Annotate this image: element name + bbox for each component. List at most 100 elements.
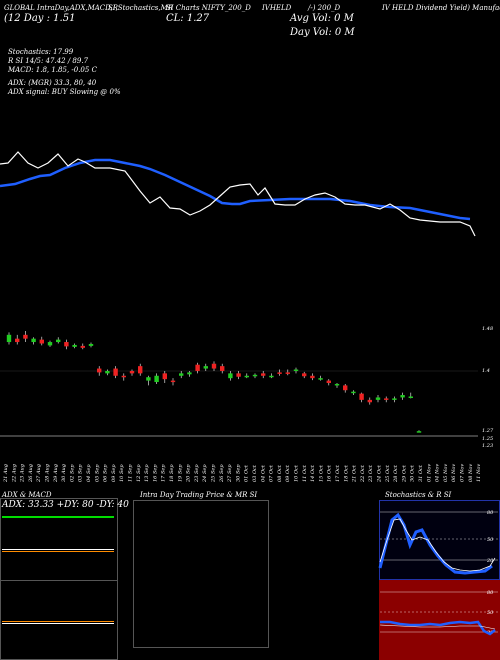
- adx-white-line: [2, 549, 114, 550]
- date-tick: 28 Aug: [45, 464, 51, 483]
- candle-body: [277, 372, 282, 374]
- mrsi-panel-title: Intra Day Trading Price & MR SI: [140, 491, 258, 499]
- candle-body: [367, 399, 372, 403]
- stoch-panel-title: Stochastics & R SI: [385, 491, 452, 499]
- date-tick: 29 Oct: [401, 464, 407, 483]
- candle-body: [252, 374, 258, 377]
- candle-body: [261, 373, 266, 376]
- adx-orange-line: [2, 551, 114, 552]
- candle-body: [170, 380, 176, 383]
- macd-readout: MACD: 1.8, 1.85, -0.05 C: [8, 66, 97, 74]
- date-tick: 29 Aug: [53, 464, 59, 483]
- header-title-1: GLOBAL IntraDay,ADX,MACD,R: [4, 4, 119, 12]
- y-tick-1: 1.48: [482, 326, 493, 332]
- date-tick: 02 Sep: [69, 464, 75, 482]
- date-tick: 30 Aug: [61, 464, 67, 482]
- candle-body: [236, 373, 241, 377]
- stoch-tick-80: 80: [487, 510, 494, 516]
- candle-body: [343, 385, 348, 391]
- candle-body: [154, 375, 159, 383]
- date-tick: 01 Nov: [426, 464, 432, 482]
- date-tick: 25 Oct: [385, 464, 391, 483]
- rsi-readout: R SI 14/5: 47.42 / 89.7: [8, 57, 89, 65]
- candle-body: [187, 372, 192, 375]
- candle-body: [6, 334, 12, 343]
- date-tick: 26 Aug: [28, 464, 34, 483]
- candle-body: [384, 398, 389, 400]
- candle-body: [359, 393, 364, 400]
- candle-body: [408, 396, 413, 398]
- candle-body: [80, 345, 85, 348]
- candle-body: [64, 342, 69, 347]
- candle-body: [56, 339, 61, 343]
- date-tick: 21 Oct: [352, 464, 358, 483]
- mrsi-panel: [133, 500, 269, 648]
- stoch-tick-20: 20: [486, 558, 494, 564]
- date-tick: 07 Nov: [460, 464, 466, 482]
- date-tick: 09 Oct: [285, 464, 291, 482]
- date-tick: 14 Oct: [310, 464, 316, 482]
- date-tick: 06 Nov: [451, 464, 457, 482]
- date-tick: 03 Oct: [252, 464, 258, 482]
- macd-white-line: [2, 623, 114, 624]
- candle-body: [88, 343, 94, 346]
- y-tick-4: 1.25: [482, 436, 493, 442]
- candle-body: [39, 339, 44, 344]
- candle-body: [375, 397, 381, 400]
- rsi-tick-50: 50: [487, 610, 494, 616]
- date-tick: 03 Sep: [78, 464, 84, 482]
- adx-readout: ADX: (MGR) 33.3, 80, 40: [8, 79, 97, 87]
- date-tick: 13 Sep: [144, 464, 150, 482]
- stoch-panel: [379, 500, 500, 580]
- date-tick: 15 Oct: [318, 464, 324, 482]
- candle-group: [6, 330, 422, 433]
- candle-body: [146, 377, 151, 381]
- candle-body: [228, 373, 233, 379]
- date-tick: 12 Sep: [136, 464, 142, 482]
- date-tick: 22 Oct: [360, 464, 366, 483]
- rsi-tick-80: 80: [487, 590, 494, 596]
- date-tick: 20 Sep: [186, 464, 192, 483]
- candle-body: [72, 344, 77, 347]
- date-tick: 17 Sep: [161, 464, 167, 482]
- candle-body: [15, 338, 20, 343]
- date-tick: 19 Sep: [177, 464, 183, 482]
- y-tick-2: 1.4: [482, 368, 490, 374]
- stochastics-readout: Stochastics: 17.99: [8, 48, 74, 56]
- date-line: (12 Day : 1.51: [4, 13, 76, 24]
- date-tick: 28 Oct: [393, 464, 399, 483]
- date-tick: 06 Sep: [103, 464, 109, 482]
- rsi-line: [380, 620, 496, 636]
- date-tick: 31 Oct: [418, 464, 424, 482]
- date-tick: 30 Oct: [410, 464, 416, 482]
- date-tick: 05 Nov: [443, 464, 449, 482]
- date-tick: 01 Oct: [244, 464, 250, 482]
- price-line: [0, 151, 476, 237]
- date-tick: 04 Sep: [86, 464, 92, 482]
- adx-panel-title: ADX & MACD: [2, 491, 52, 499]
- date-tick: 23 Oct: [368, 464, 374, 483]
- date-tick: 09 Sep: [111, 464, 117, 482]
- candle-body: [195, 364, 200, 371]
- stoch-k-line: [378, 512, 493, 575]
- date-tick: 10 Sep: [119, 464, 125, 482]
- y-tick-3: 1.27: [482, 428, 494, 434]
- date-tick: 18 Sep: [169, 464, 175, 482]
- candle-body: [302, 373, 307, 377]
- date-tick: 08 Nov: [468, 464, 474, 482]
- candle-body: [269, 375, 274, 378]
- adx-green-line: [2, 516, 114, 518]
- date-tick: 17 Oct: [335, 464, 341, 482]
- rsi-panel: [379, 580, 500, 660]
- date-tick: 16 Oct: [327, 464, 333, 482]
- candle-body: [334, 383, 340, 386]
- y-tick-5: 1.23: [482, 443, 493, 449]
- date-tick: 11 Oct: [302, 464, 308, 482]
- stoch-d-line: [379, 518, 496, 572]
- header-title-4: IVHELD: [262, 4, 292, 12]
- date-tick: 25 Sep: [211, 464, 217, 483]
- candle-body: [23, 334, 28, 339]
- date-tick: 08 Oct: [277, 464, 283, 482]
